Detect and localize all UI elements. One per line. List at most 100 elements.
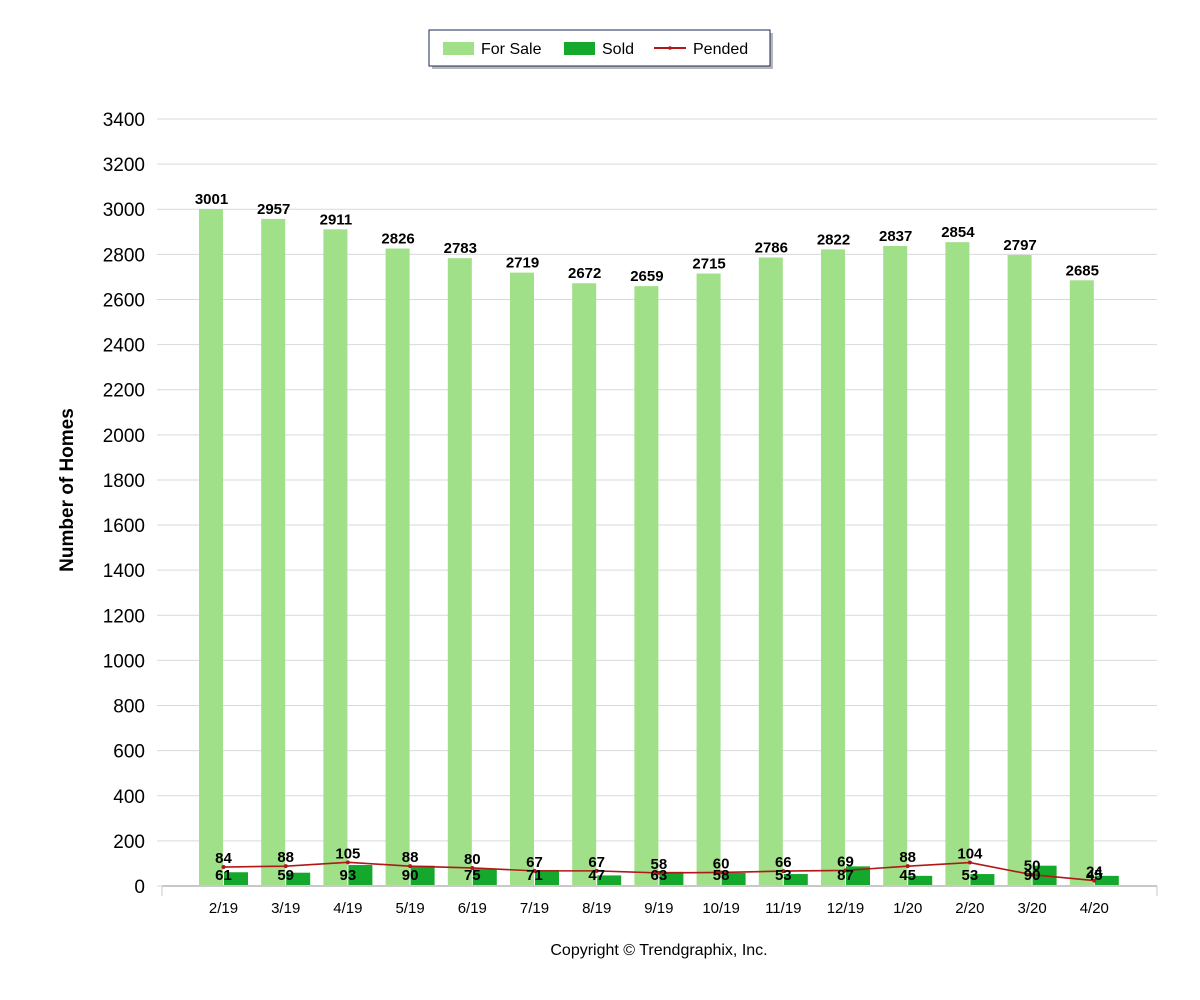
bar-sold xyxy=(846,866,870,886)
data-label-pended: 67 xyxy=(526,854,543,871)
pended-point xyxy=(283,864,288,869)
y-axis-label: Number of Homes xyxy=(57,408,78,572)
data-label-sold: 71 xyxy=(526,867,543,884)
data-label-pended: 105 xyxy=(335,845,360,862)
data-label-for-sale: 2786 xyxy=(755,240,788,257)
data-label-pended: 24 xyxy=(1086,864,1103,881)
pended-point xyxy=(594,868,599,873)
data-label-pended: 58 xyxy=(651,856,668,873)
bars xyxy=(199,209,1119,887)
x-tick-label: 1/20 xyxy=(893,900,922,917)
data-label-for-sale: 3001 xyxy=(195,191,228,208)
legend-swatch-for-sale xyxy=(443,42,474,55)
data-label-sold: 61 xyxy=(215,867,232,884)
bar-for-sale xyxy=(758,257,783,886)
y-tick-label: 2600 xyxy=(103,290,145,311)
data-label-sold: 45 xyxy=(899,867,916,884)
y-tick-label: 1600 xyxy=(103,516,145,537)
data-label-sold: 90 xyxy=(402,867,419,884)
copyright-text: Copyright © Trendgraphix, Inc. xyxy=(550,942,767,959)
data-label-sold: 45 xyxy=(1086,867,1103,884)
bar-for-sale xyxy=(696,273,721,886)
data-label-pended: 80 xyxy=(464,851,481,868)
data-label-sold: 93 xyxy=(340,867,357,884)
x-tick-label: 10/19 xyxy=(702,900,740,917)
data-label-pended: 104 xyxy=(957,846,983,863)
pended-line xyxy=(221,860,1097,883)
y-tick-label: 2400 xyxy=(103,336,145,357)
data-label-for-sale: 2837 xyxy=(879,228,912,245)
pended-point xyxy=(905,864,910,869)
data-label-pended: 60 xyxy=(713,855,730,872)
bar-for-sale xyxy=(945,242,970,887)
data-label-for-sale: 2783 xyxy=(444,240,477,257)
bar-sold xyxy=(783,874,808,886)
bar-for-sale xyxy=(323,229,348,887)
bar-for-sale xyxy=(821,249,845,886)
y-tick-label: 200 xyxy=(113,832,145,853)
axes xyxy=(161,885,1158,896)
legend-label-for-sale: For Sale xyxy=(481,41,542,58)
bar-for-sale xyxy=(447,258,472,886)
y-tick-label: 3400 xyxy=(103,110,145,131)
bar-sold xyxy=(970,874,995,886)
y-tick-label: 1200 xyxy=(103,606,145,627)
data-label-for-sale: 2957 xyxy=(257,201,290,218)
legend-swatch-sold xyxy=(564,42,595,55)
x-tick-label: 3/20 xyxy=(1017,900,1046,917)
bar-sold xyxy=(1094,875,1119,886)
bar-for-sale xyxy=(261,218,286,886)
data-label-pended: 88 xyxy=(402,849,419,866)
bar-sold xyxy=(410,865,435,886)
legend: For Sale Sold Pended xyxy=(428,29,773,69)
data-label-for-sale: 2854 xyxy=(941,224,975,241)
y-tick-label: 800 xyxy=(113,697,145,718)
bar-for-sale xyxy=(1007,255,1032,886)
y-tick-label: 2000 xyxy=(103,426,145,447)
data-label-for-sale: 2719 xyxy=(506,255,539,272)
x-tick-label: 4/20 xyxy=(1080,900,1109,917)
pended-point xyxy=(532,868,537,873)
pended-point xyxy=(967,860,972,865)
data-label-for-sale: 2826 xyxy=(381,230,414,247)
data-label-pended: 84 xyxy=(215,850,232,867)
bar-sold xyxy=(597,875,622,886)
x-tick-label: 6/19 xyxy=(458,900,487,917)
data-label-sold: 75 xyxy=(464,867,481,884)
y-axis-ticks: 0 200 400 600 800 1000 1200 1400 1600 1800 2000 220… xyxy=(103,110,145,898)
x-tick-label: 5/19 xyxy=(395,900,424,917)
y-tick-label: 2800 xyxy=(103,245,145,266)
bar-for-sale xyxy=(634,286,659,886)
y-tick-label: 1400 xyxy=(103,561,145,582)
x-tick-label: 7/19 xyxy=(520,900,549,917)
y-tick-label: 3200 xyxy=(103,155,145,176)
data-label-sold: 90 xyxy=(1024,867,1041,884)
data-label-pended: 69 xyxy=(837,853,854,870)
data-label-for-sale: 2911 xyxy=(320,211,353,228)
data-label-pended: 50 xyxy=(1024,858,1041,875)
bar-for-sale xyxy=(510,272,534,886)
y-tick-label: 1800 xyxy=(103,471,145,492)
y-tick-label: 600 xyxy=(113,742,145,763)
bar-for-sale xyxy=(1069,280,1094,886)
data-label-sold: 53 xyxy=(775,867,792,884)
pended-point xyxy=(781,869,786,874)
pended-point xyxy=(656,870,661,875)
pended-point xyxy=(408,864,413,869)
pended-point xyxy=(470,865,475,870)
x-tick-label: 4/19 xyxy=(333,900,362,917)
bar-sold xyxy=(472,869,497,886)
y-tick-label: 2200 xyxy=(103,381,145,402)
data-label-pended: 88 xyxy=(277,849,294,866)
bar-for-sale xyxy=(199,209,223,886)
x-axis-ticks: 2/19 3/19 4/19 5/19 6/19 7/19 8/19 9/19 10/19 11/… xyxy=(209,900,1109,917)
bar-sold xyxy=(908,875,933,886)
bar-sold xyxy=(348,865,373,886)
data-label-for-sale: 2797 xyxy=(1003,237,1036,254)
x-tick-label: 2/19 xyxy=(209,900,238,917)
data-label-pended: 88 xyxy=(899,849,916,866)
y-tick-label: 0 xyxy=(134,877,145,898)
data-label-for-sale: 2685 xyxy=(1066,262,1099,279)
data-label-pended: 67 xyxy=(588,854,605,871)
